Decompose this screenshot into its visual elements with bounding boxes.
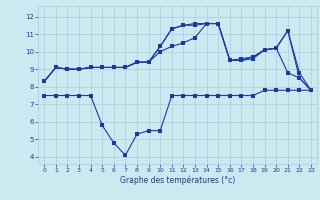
- X-axis label: Graphe des températures (°c): Graphe des températures (°c): [120, 176, 235, 185]
